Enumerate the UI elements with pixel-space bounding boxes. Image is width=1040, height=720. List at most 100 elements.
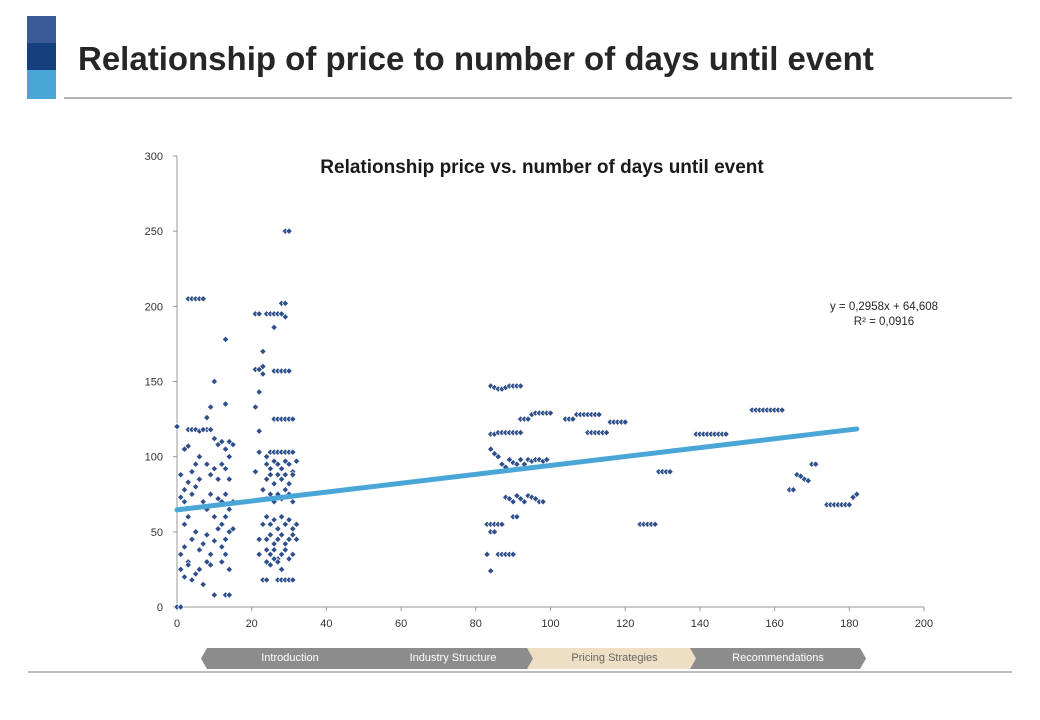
data-point: [270, 546, 278, 554]
data-point: [270, 323, 278, 332]
data-point: [778, 406, 786, 414]
data-point: [210, 537, 218, 545]
data-point: [221, 335, 230, 344]
data-point: [285, 460, 293, 468]
trendline-r-squared: R² = 0,0916: [854, 316, 914, 328]
nav-arrow-industry-structure[interactable]: [367, 648, 539, 669]
data-point: [195, 453, 204, 461]
data-point: [177, 550, 185, 559]
data-point: [177, 603, 185, 611]
x-tick-label: 140: [691, 618, 709, 630]
x-tick-label: 100: [541, 618, 559, 630]
x-tick-label: 200: [915, 618, 933, 630]
x-tick-label: 180: [840, 618, 858, 630]
data-point: [621, 418, 629, 426]
nav-item-industry-structure[interactable]: Industry Structure: [409, 652, 497, 664]
data-point: [263, 475, 271, 483]
data-point: [281, 546, 289, 554]
data-point: [285, 227, 293, 235]
data-point: [277, 550, 286, 559]
data-point: [789, 486, 797, 494]
data-point: [274, 460, 282, 468]
x-tick-label: 20: [246, 618, 258, 630]
data-point: [513, 513, 521, 521]
data-point: [255, 535, 263, 543]
data-point: [289, 415, 297, 423]
data-point: [192, 570, 200, 578]
x-tick-label: 0: [174, 618, 180, 630]
data-point: [221, 400, 230, 408]
section-nav: Introduction Industry Structure Pricing …: [0, 648, 1040, 669]
data-point: [225, 591, 233, 599]
data-point: [285, 367, 293, 375]
data-point: [184, 478, 192, 486]
data-point: [210, 435, 218, 443]
data-point: [277, 465, 286, 473]
data-point: [531, 495, 540, 503]
data-point: [221, 445, 230, 453]
data-point: [281, 520, 289, 528]
nav-arrow-recommendations[interactable]: [690, 648, 866, 669]
nav-arrow-introduction[interactable]: [201, 648, 379, 669]
data-point: [666, 468, 674, 476]
data-point: [188, 535, 196, 543]
x-tick-label: 40: [320, 618, 332, 630]
data-point: [255, 550, 263, 559]
x-tick-label: 80: [470, 618, 482, 630]
data-point: [199, 295, 207, 303]
data-point: [516, 382, 525, 390]
data-point: [177, 565, 185, 574]
data-point: [274, 525, 282, 533]
data-point: [229, 441, 237, 449]
data-point: [195, 546, 204, 554]
data-point: [509, 498, 517, 506]
data-point: [180, 573, 189, 581]
nav-arrow-pricing-strategies[interactable]: [527, 648, 702, 669]
data-point: [225, 505, 233, 513]
data-point: [853, 490, 861, 498]
data-point: [289, 498, 297, 506]
data-point: [270, 480, 278, 488]
data-point: [263, 546, 271, 554]
data-point: [539, 498, 547, 506]
data-point: [210, 591, 218, 599]
data-point: [845, 501, 853, 509]
data-point: [569, 415, 577, 423]
data-point: [206, 471, 215, 479]
data-point: [184, 513, 192, 521]
y-tick-label: 0: [157, 602, 163, 614]
data-point: [251, 468, 260, 476]
trendline: [174, 426, 860, 513]
data-point: [516, 456, 525, 464]
nav-item-recommendations[interactable]: Recommendations: [732, 652, 824, 664]
data-point: [229, 525, 237, 533]
data-point: [221, 550, 230, 559]
data-point: [199, 425, 207, 434]
data-point: [285, 535, 293, 543]
data-point: [292, 520, 301, 528]
data-point: [214, 475, 222, 483]
data-point: [516, 428, 525, 437]
data-point: [289, 471, 297, 479]
data-point: [804, 477, 812, 485]
data-point: [214, 525, 222, 533]
data-point: [277, 513, 286, 521]
data-point: [192, 528, 200, 536]
data-point: [277, 310, 286, 318]
data-point: [180, 543, 189, 551]
data-point: [651, 520, 659, 528]
data-point: [266, 520, 274, 528]
data-point: [289, 550, 297, 559]
data-point: [203, 413, 211, 422]
data-point: [800, 475, 809, 483]
data-point: [263, 513, 271, 521]
nav-item-pricing-strategies[interactable]: Pricing Strategies: [571, 652, 658, 664]
data-point: [263, 460, 271, 468]
data-point: [218, 543, 226, 551]
data-point: [263, 535, 271, 543]
data-point: [221, 490, 230, 498]
nav-item-introduction[interactable]: Introduction: [261, 652, 319, 664]
y-tick-label: 150: [145, 377, 163, 389]
data-point: [206, 425, 215, 434]
data-point: [255, 310, 263, 318]
